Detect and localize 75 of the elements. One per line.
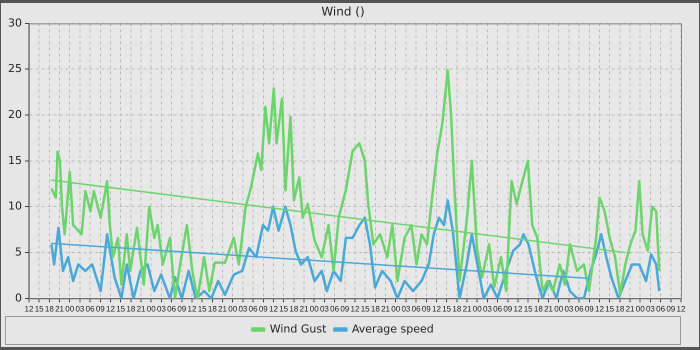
x-tick-label: 03: [646, 304, 656, 314]
x-tick-label: 06: [412, 304, 422, 314]
x-tick-label: 12: [432, 304, 442, 314]
x-tick-label: 06: [493, 304, 503, 314]
x-tick-label: 00: [391, 304, 401, 314]
legend-label: Wind Gust: [270, 322, 328, 336]
x-tick-label: 18: [208, 304, 218, 314]
x-tick-label: 06: [86, 304, 96, 314]
x-tick-label: 18: [452, 304, 462, 314]
x-tick-label: 15: [524, 304, 534, 314]
y-tick-label: 20: [8, 108, 22, 121]
x-tick-label: 03: [75, 304, 85, 314]
x-tick-label: 12: [676, 304, 686, 314]
x-tick-label: 00: [146, 304, 156, 314]
x-tick-label: 09: [340, 304, 350, 314]
x-tick-label: 00: [472, 304, 482, 314]
x-tick-label: 00: [636, 304, 646, 314]
x-tick-label: 12: [188, 304, 197, 314]
x-tick-label: 03: [564, 304, 574, 314]
x-tick-label: 03: [482, 304, 492, 314]
x-tick-label: 15: [442, 304, 452, 314]
x-tick-label: 09: [584, 304, 594, 314]
x-tick-label: 15: [116, 304, 126, 314]
x-tick-label: 00: [65, 304, 75, 314]
x-tick-label: 18: [615, 304, 625, 314]
y-tick-label: 0: [14, 291, 22, 304]
x-tick-label: 09: [258, 304, 268, 314]
x-tick-label: 21: [544, 304, 554, 314]
y-tick-label: 25: [8, 62, 22, 76]
x-tick-label: 21: [462, 304, 472, 314]
x-tick-label: 21: [381, 304, 391, 314]
x-tick-label: 03: [156, 304, 166, 314]
x-tick-label: 00: [310, 304, 320, 314]
x-tick-label: 18: [289, 304, 299, 314]
y-tick-label: 5: [14, 245, 22, 258]
x-tick-label: 06: [574, 304, 584, 314]
x-tick-label: 21: [300, 304, 310, 314]
x-tick-label: 09: [503, 304, 513, 314]
legend-label: Average speed: [352, 322, 434, 336]
x-tick-label: 03: [401, 304, 411, 314]
x-tick-label: 12: [350, 304, 360, 314]
x-tick-label: 15: [360, 304, 370, 314]
x-tick-label: 12: [514, 304, 523, 314]
x-tick-label: 03: [320, 304, 330, 314]
x-tick-label: 06: [248, 304, 258, 314]
x-tick-label: 18: [126, 304, 136, 314]
x-tick-label: 21: [626, 304, 636, 314]
x-tick-label: 21: [218, 304, 228, 314]
x-tick-label: 00: [228, 304, 238, 314]
x-tick-label: 09: [177, 304, 187, 314]
y-tick-label: 10: [8, 200, 22, 213]
x-tick-label: 21: [136, 304, 146, 314]
x-tick-label: 21: [55, 304, 65, 314]
x-tick-label: 09: [96, 304, 106, 314]
x-tick-label: 06: [330, 304, 340, 314]
x-tick-label: 15: [198, 304, 208, 314]
x-tick-label: 15: [279, 304, 289, 314]
x-tick-label: 06: [656, 304, 666, 314]
x-tick-label: 12: [269, 304, 278, 314]
x-tick-label: 18: [44, 304, 54, 314]
x-tick-label: 09: [422, 304, 432, 314]
x-tick-label: 15: [34, 304, 44, 314]
x-tick-label: 03: [238, 304, 248, 314]
x-tick-label: 12: [106, 304, 116, 314]
x-tick-label: 12: [595, 304, 604, 314]
x-tick-label: 06: [167, 304, 177, 314]
y-tick-label: 30: [8, 16, 22, 30]
x-tick-label: 18: [370, 304, 380, 314]
chart-title: Wind (): [321, 4, 365, 18]
x-tick-label: 00: [554, 304, 564, 314]
x-tick-label: 15: [605, 304, 615, 314]
x-tick-label: 18: [534, 304, 544, 314]
x-tick-label: 12: [24, 304, 34, 314]
y-tick-label: 15: [8, 154, 22, 167]
x-tick-label: 09: [666, 304, 676, 314]
